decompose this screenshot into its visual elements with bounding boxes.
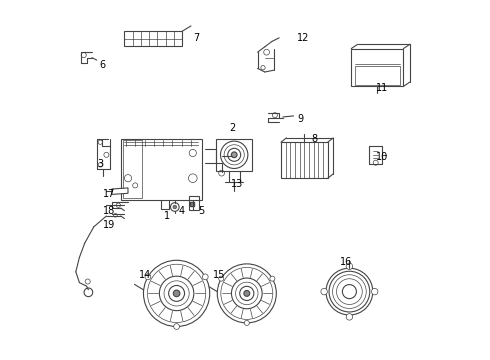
Text: 4: 4	[178, 206, 185, 216]
Circle shape	[189, 149, 196, 157]
Circle shape	[220, 141, 248, 168]
Text: 9: 9	[297, 114, 303, 124]
Text: 16: 16	[341, 257, 353, 267]
Circle shape	[147, 264, 206, 323]
Circle shape	[343, 284, 356, 299]
Circle shape	[346, 263, 353, 270]
Circle shape	[326, 268, 373, 315]
Circle shape	[173, 205, 176, 209]
Circle shape	[270, 276, 275, 281]
Circle shape	[261, 66, 265, 70]
Circle shape	[173, 290, 180, 297]
Circle shape	[373, 160, 378, 165]
Circle shape	[114, 213, 117, 217]
Bar	[216, 139, 252, 171]
Text: 14: 14	[139, 270, 151, 280]
Text: 8: 8	[312, 134, 318, 144]
Circle shape	[116, 203, 121, 207]
Text: 10: 10	[376, 152, 389, 162]
Bar	[124, 31, 182, 46]
Bar	[122, 140, 143, 198]
Text: 2: 2	[229, 123, 235, 133]
Bar	[189, 196, 199, 210]
Circle shape	[371, 288, 378, 295]
Circle shape	[337, 279, 362, 305]
Text: 12: 12	[297, 33, 310, 43]
Circle shape	[217, 264, 276, 323]
Circle shape	[145, 274, 151, 280]
Circle shape	[240, 286, 254, 301]
Circle shape	[85, 279, 90, 284]
Bar	[121, 139, 202, 200]
Circle shape	[346, 314, 353, 320]
Circle shape	[244, 291, 250, 296]
Circle shape	[264, 49, 270, 55]
Circle shape	[171, 203, 179, 211]
Circle shape	[236, 282, 258, 305]
Circle shape	[333, 275, 366, 309]
Circle shape	[202, 274, 208, 280]
Bar	[281, 142, 328, 178]
Circle shape	[221, 267, 273, 319]
Circle shape	[84, 288, 93, 297]
Circle shape	[124, 175, 132, 182]
Bar	[355, 66, 400, 85]
Circle shape	[329, 271, 370, 312]
Circle shape	[228, 148, 241, 161]
Text: 5: 5	[198, 206, 204, 216]
Bar	[351, 49, 403, 86]
Circle shape	[164, 281, 189, 306]
Text: 3: 3	[98, 159, 103, 169]
Text: 19: 19	[103, 220, 115, 230]
Circle shape	[231, 278, 262, 309]
Text: 1: 1	[164, 211, 170, 221]
Circle shape	[219, 170, 224, 176]
Text: 11: 11	[376, 83, 389, 93]
Circle shape	[159, 276, 194, 311]
Circle shape	[189, 174, 197, 183]
Text: 15: 15	[213, 270, 225, 280]
Circle shape	[231, 152, 237, 158]
Circle shape	[104, 152, 109, 157]
Circle shape	[144, 260, 210, 327]
Circle shape	[98, 140, 102, 144]
Circle shape	[272, 113, 277, 118]
Text: 6: 6	[99, 60, 105, 70]
Circle shape	[133, 183, 138, 188]
Circle shape	[169, 285, 185, 301]
Text: 13: 13	[231, 179, 243, 189]
Circle shape	[174, 324, 179, 329]
Text: 7: 7	[193, 33, 199, 43]
Circle shape	[224, 145, 245, 165]
Circle shape	[219, 276, 224, 281]
Text: 17: 17	[103, 189, 115, 199]
Text: 18: 18	[103, 206, 115, 216]
Circle shape	[81, 53, 86, 58]
Circle shape	[321, 288, 327, 295]
Polygon shape	[112, 188, 128, 194]
Circle shape	[245, 320, 249, 325]
Circle shape	[98, 163, 102, 167]
